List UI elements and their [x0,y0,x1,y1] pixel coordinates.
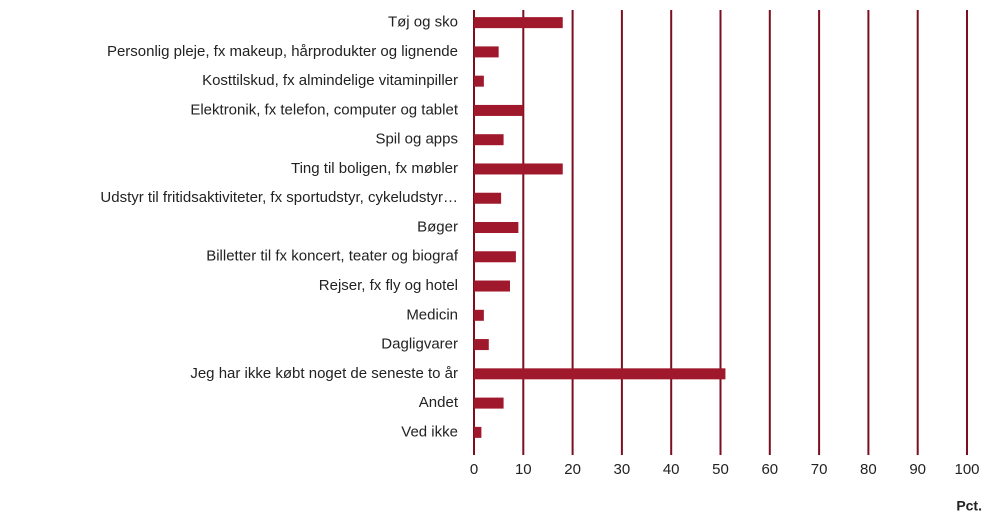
bar [474,192,502,204]
x-tick-label: 90 [909,461,926,478]
x-tick-label: 10 [515,461,532,478]
y-tick-label: Dagligvarer [381,336,458,353]
bar [474,339,489,351]
y-tick-label: Kosttilskud, fx almindelige vitaminpille… [202,72,458,89]
x-tick-label: 80 [860,461,877,478]
y-tick-label: Tøj og sko [388,14,458,31]
y-tick-label: Ting til boligen, fx møbler [291,160,458,177]
x-tick-label: 20 [564,461,581,478]
bar [474,46,499,58]
bar [474,426,482,438]
x-axis-label: Pct. [956,498,982,513]
x-tick-label: 50 [712,461,729,478]
bar [474,222,519,233]
x-tick-label: 70 [811,461,828,478]
bar [474,280,510,292]
x-tick-label: 100 [954,461,979,478]
x-tick-label: 60 [761,461,778,478]
bar [474,75,484,87]
x-tick-label: 30 [614,461,631,478]
y-tick-label: Medicin [406,306,458,323]
y-tick-label: Udstyr til fritidsaktiviteter, fx sportu… [100,189,458,206]
bar [474,368,726,380]
y-tick-label: Spil og apps [375,131,458,148]
bar [474,104,524,116]
x-tick-label: 40 [663,461,680,478]
y-tick-label: Jeg har ikke købt noget de seneste to år [190,365,458,382]
bar [474,134,504,146]
x-tick-label: 0 [470,461,478,478]
y-tick-label: Rejser, fx fly og hotel [319,277,458,294]
y-tick-label: Ved ikke [401,423,458,440]
y-tick-label: Billetter til fx koncert, teater og biog… [206,248,459,265]
bar [474,163,563,175]
bar [474,397,504,409]
y-tick-label: Personlig pleje, fx makeup, hårprodukter… [107,43,458,60]
bar [474,251,516,263]
y-tick-label: Andet [419,394,459,411]
y-tick-label: Elektronik, fx telefon, computer og tabl… [190,101,458,118]
bar [474,309,484,321]
bar [474,17,563,29]
y-tick-label: Bøger [417,218,458,235]
